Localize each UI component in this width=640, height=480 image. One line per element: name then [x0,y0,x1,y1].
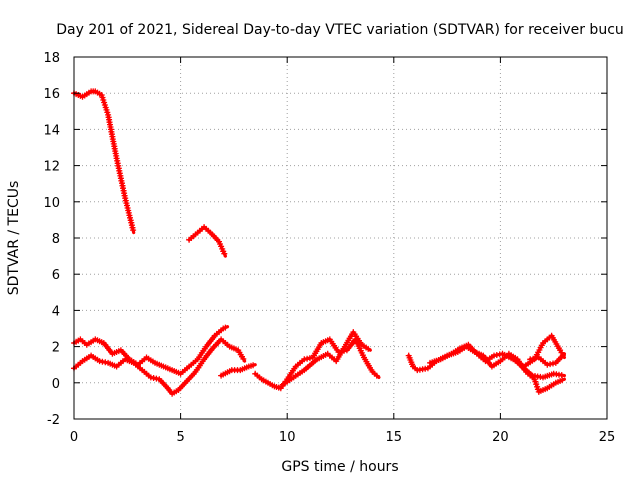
x-axis-label: GPS time / hours [281,459,398,475]
x-tick-label: 0 [70,430,78,445]
tick-layer: 0 5 10 15 20 25 -2 0 2 4 6 8 10 12 14 16 18 [43,51,615,445]
series-point-marks [186,224,228,257]
y-tick-label: 8 [52,232,60,247]
x-tick-label: 25 [599,430,616,445]
series-segment-j [508,352,567,381]
y-tick-label: 4 [52,304,60,319]
y-tick-label: 18 [43,51,60,66]
y-tick-label: 14 [43,123,60,138]
x-tick-label: 15 [386,430,403,445]
series-point-marks [71,336,247,397]
series-segment-a [71,88,137,235]
y-tick-label: 12 [43,160,60,175]
x-tick-label: 5 [176,430,184,445]
y-tick-label: 2 [52,341,60,356]
series-segment-e [218,362,257,379]
series-segment-g [279,329,372,388]
series-layer [71,88,567,397]
y-tick-label: 10 [43,196,60,211]
series-segment-c [71,324,230,377]
series-line [72,89,136,235]
series-point-marks [527,352,566,368]
series-point-marks [71,88,137,234]
series-point-marks [218,362,257,379]
x-tick-label: 10 [279,430,296,445]
grid-layer [74,57,607,419]
chart-title: Day 201 of 2021, Sidereal Day-to-day VTE… [56,22,624,38]
y-tick-label: 16 [43,87,60,102]
series-segment-k [527,352,567,368]
y-axis-label: SDTVAR / TECUs [6,181,22,296]
y-tick-label: -2 [47,413,60,428]
series-segment-b [186,224,228,258]
series-point-marks [279,329,372,388]
series-point-marks [405,343,566,395]
series-segment-h [405,343,567,395]
series-line [407,345,567,394]
series-segment-d [71,336,247,397]
x-tick-label: 20 [492,430,509,445]
series-point-marks [508,352,565,381]
y-tick-label: 0 [52,377,60,392]
y-tick-label: 6 [52,268,60,283]
series-point-marks [71,324,229,377]
